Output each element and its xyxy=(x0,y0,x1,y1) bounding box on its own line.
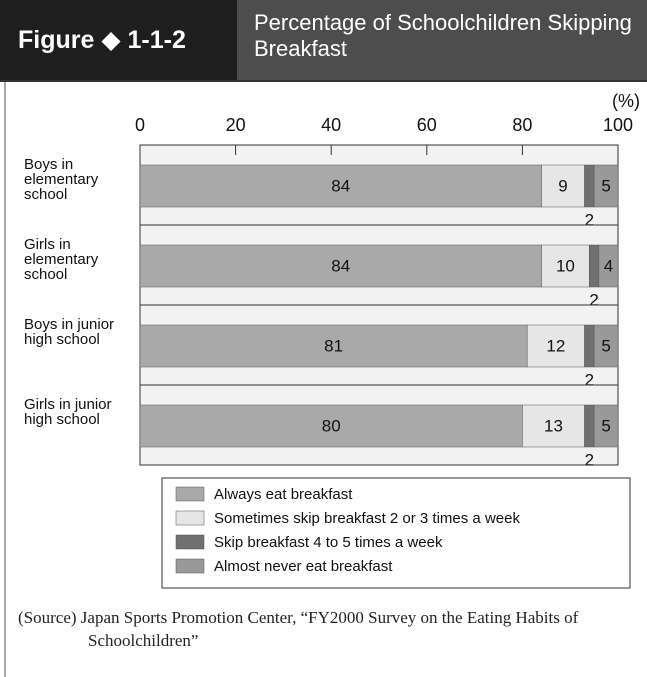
data-label: 2 xyxy=(585,450,594,469)
data-label: 10 xyxy=(556,256,575,275)
chart-title: Percentage of Schoolchildren Skipping Br… xyxy=(254,10,632,61)
legend-label: Always eat breakfast xyxy=(214,486,353,503)
bar-segment xyxy=(526,324,585,368)
data-label: 81 xyxy=(324,336,343,355)
data-label: 84 xyxy=(331,176,350,195)
bar-segment xyxy=(139,244,542,288)
bar-segment xyxy=(584,324,595,368)
bar-segment xyxy=(593,164,619,208)
bar-segment xyxy=(139,404,523,448)
data-label: 9 xyxy=(558,176,567,195)
data-label: 5 xyxy=(601,416,610,435)
data-label: 12 xyxy=(546,336,565,355)
x-tick-label: 0 xyxy=(135,115,145,135)
bar-segment xyxy=(584,164,595,208)
legend-label: Skip breakfast 4 to 5 times a week xyxy=(214,534,443,551)
x-tick-label: 100 xyxy=(603,115,633,135)
legend-box xyxy=(161,477,631,589)
x-tick-label: 20 xyxy=(226,115,246,135)
data-label: 84 xyxy=(331,256,350,275)
legend-swatch xyxy=(175,558,205,574)
bar-segment xyxy=(593,404,619,448)
bar-segment xyxy=(598,244,619,288)
title-box xyxy=(237,0,647,80)
x-tick-label: 80 xyxy=(512,115,532,135)
bar-segment xyxy=(541,244,590,288)
legend-label: Sometimes skip breakfast 2 or 3 times a … xyxy=(214,510,520,527)
data-label: 2 xyxy=(585,370,594,389)
data-label: 80 xyxy=(322,416,341,435)
x-tick-label: 40 xyxy=(321,115,341,135)
data-label: 5 xyxy=(601,336,610,355)
legend-swatch xyxy=(175,510,205,526)
bar-segment xyxy=(584,404,595,448)
legend-swatch xyxy=(175,534,205,550)
x-tick-label: 60 xyxy=(417,115,437,135)
unit-label: (%) xyxy=(612,91,640,111)
bar-segment xyxy=(593,324,619,368)
legend-label: Almost never eat breakfast xyxy=(214,558,393,575)
y-tick-label: Boys in elementary school xyxy=(24,156,99,203)
data-label: 2 xyxy=(589,290,598,309)
y-tick-label: Boys in junior high school xyxy=(24,316,115,348)
figure-label-box xyxy=(0,0,237,80)
data-label: 2 xyxy=(585,210,594,229)
y-tick-label: Girls in junior high school xyxy=(24,396,112,428)
data-label: 4 xyxy=(604,256,613,275)
source-note: (Source) Japan Sports Promotion Center, … xyxy=(18,608,579,650)
bar-segment xyxy=(522,404,585,448)
bar-segment xyxy=(139,324,528,368)
bar-segment xyxy=(541,164,585,208)
bar-segment xyxy=(139,164,542,208)
y-tick-label: Girls in elementary school xyxy=(24,236,99,283)
data-label: 13 xyxy=(544,416,563,435)
figure-label: Figure ◆ 1-1-2 xyxy=(18,26,186,54)
bar-segment xyxy=(589,244,600,288)
legend-swatch xyxy=(175,486,205,502)
data-label: 5 xyxy=(601,176,610,195)
